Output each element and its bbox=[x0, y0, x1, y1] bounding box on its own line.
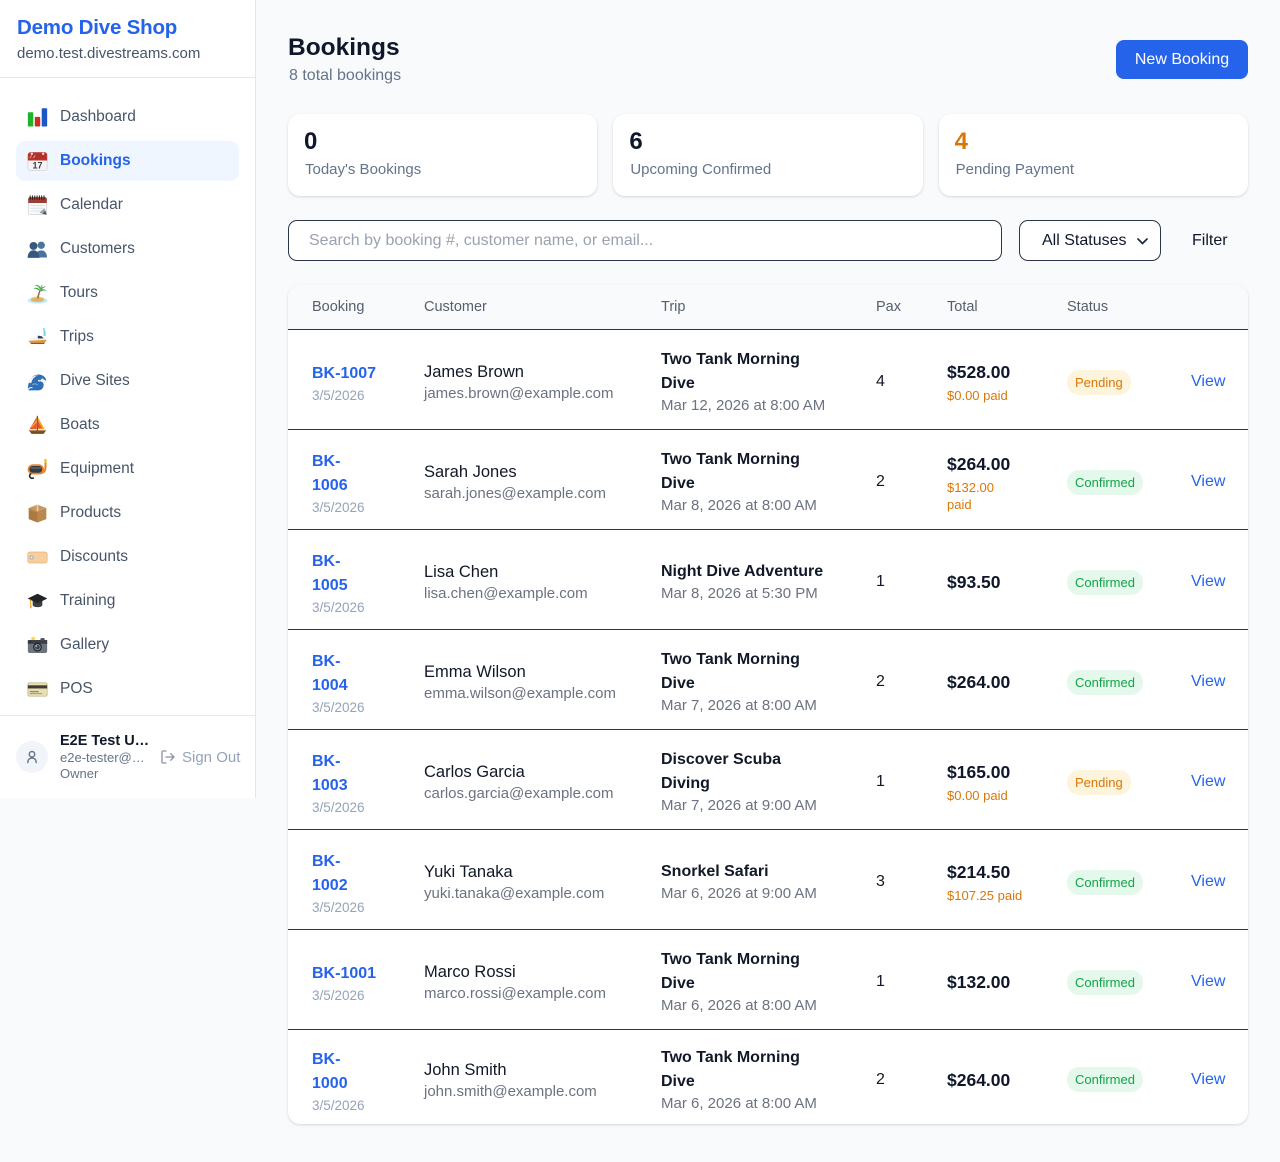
svg-text:17: 17 bbox=[32, 160, 42, 170]
